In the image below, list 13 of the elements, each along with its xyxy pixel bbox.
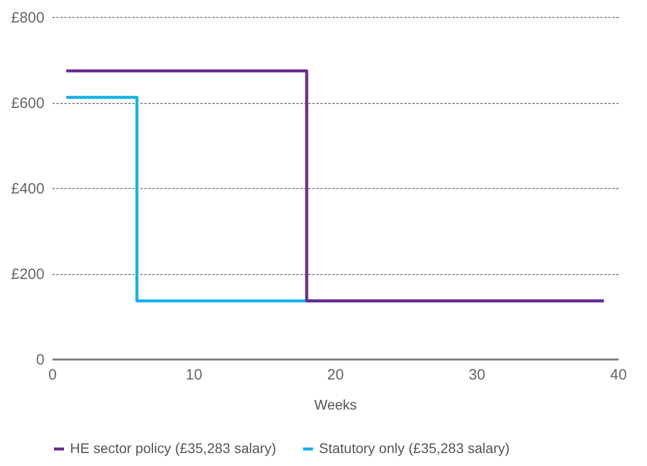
x-tick-label: 40 (610, 366, 627, 384)
y-tick-label: £200 (11, 266, 44, 283)
x-tick-label: 20 (327, 366, 344, 384)
y-tick-label: £600 (11, 95, 44, 112)
x-tick-label: 0 (48, 366, 57, 384)
x-tick-label: 10 (186, 366, 202, 384)
x-tick-label: 30 (468, 366, 486, 384)
y-tick-label: £800 (11, 10, 44, 26)
legend-label: HE sector policy (£35,283 salary) (70, 440, 276, 456)
y-tick-label: £400 (11, 180, 44, 198)
legend-label: Statutory only (£35,283 salary) (319, 440, 510, 456)
x-axis-title: Weeks (314, 396, 357, 412)
y-tick-label: 0 (36, 352, 44, 368)
